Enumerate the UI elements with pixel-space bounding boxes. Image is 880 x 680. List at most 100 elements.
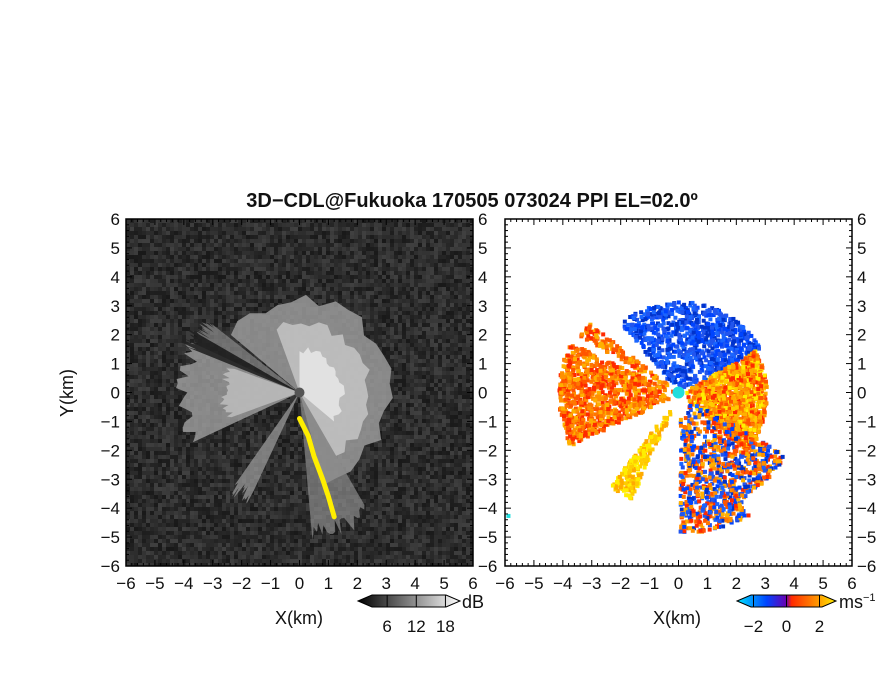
background-noise-cell — [370, 247, 374, 251]
background-noise-cell — [186, 347, 190, 351]
background-noise-cell — [366, 443, 370, 447]
background-noise-cell — [230, 303, 234, 307]
background-noise-cell — [434, 379, 438, 383]
background-noise-cell — [322, 251, 326, 255]
background-noise-cell — [146, 239, 150, 243]
background-noise-cell — [226, 447, 230, 451]
background-noise-cell — [266, 235, 270, 239]
background-noise-cell — [178, 335, 182, 339]
background-noise-cell — [414, 227, 418, 231]
background-noise-cell — [382, 327, 386, 331]
background-noise-cell — [138, 407, 142, 411]
background-noise-cell — [382, 267, 386, 271]
background-noise-cell — [450, 431, 454, 435]
background-noise-cell — [402, 251, 406, 255]
background-noise-cell — [342, 263, 346, 267]
background-noise-cell — [438, 263, 442, 267]
background-noise-cell — [470, 303, 473, 307]
background-noise-cell — [274, 371, 278, 375]
background-noise-cell — [390, 383, 394, 387]
background-noise-cell — [454, 443, 458, 447]
background-noise-cell — [130, 427, 134, 431]
background-noise-cell — [406, 371, 410, 375]
background-noise-cell — [234, 283, 238, 287]
background-noise-cell — [230, 279, 234, 283]
background-noise-cell — [374, 279, 378, 283]
background-noise-cell — [402, 423, 406, 427]
background-noise-cell — [262, 247, 266, 251]
background-noise-cell — [290, 279, 294, 283]
background-noise-cell — [450, 375, 454, 379]
background-noise-cell — [298, 259, 302, 263]
background-noise-cell — [230, 311, 234, 315]
background-noise-cell — [438, 383, 442, 387]
background-noise-cell — [386, 331, 390, 335]
background-noise-cell — [422, 339, 426, 343]
background-noise-cell — [250, 243, 254, 247]
background-noise-cell — [442, 311, 446, 315]
background-noise-cell — [286, 223, 290, 227]
background-noise-cell — [170, 423, 174, 427]
background-noise-cell — [418, 411, 422, 415]
background-noise-cell — [162, 275, 166, 279]
background-noise-cell — [362, 299, 366, 303]
background-noise-cell — [190, 339, 194, 343]
background-noise-cell — [130, 291, 134, 295]
background-noise-cell — [258, 235, 262, 239]
background-noise-cell — [282, 283, 286, 287]
background-noise-cell — [382, 303, 386, 307]
background-noise-cell — [150, 219, 154, 223]
background-noise-cell — [206, 319, 210, 323]
background-noise-cell — [246, 223, 250, 227]
background-noise-cell — [398, 443, 402, 447]
background-noise-cell — [398, 359, 402, 363]
background-noise-cell — [442, 387, 446, 391]
background-noise-cell — [402, 403, 406, 407]
background-noise-cell — [362, 231, 366, 235]
background-noise-cell — [154, 307, 158, 311]
background-noise-cell — [146, 359, 150, 363]
background-noise-cell — [194, 319, 198, 323]
background-noise-cell — [394, 303, 398, 307]
background-noise-cell — [442, 259, 446, 263]
background-noise-cell — [298, 231, 302, 235]
background-noise-cell — [290, 431, 294, 435]
background-noise-cell — [426, 379, 430, 383]
background-noise-cell — [374, 231, 378, 235]
background-noise-cell — [382, 315, 386, 319]
background-noise-cell — [450, 407, 454, 411]
background-noise-cell — [246, 251, 250, 255]
background-noise-cell — [254, 279, 258, 283]
background-noise-cell — [342, 259, 346, 263]
background-noise-cell — [402, 367, 406, 371]
background-noise-cell — [426, 291, 430, 295]
background-noise-cell — [150, 351, 154, 355]
background-noise-cell — [170, 411, 174, 415]
background-noise-cell — [138, 435, 142, 439]
background-noise-cell — [414, 223, 418, 227]
background-noise-cell — [390, 275, 394, 279]
background-noise-cell — [234, 339, 238, 343]
background-noise-cell — [286, 439, 290, 443]
background-noise-cell — [190, 279, 194, 283]
background-noise-cell — [186, 331, 190, 335]
background-noise-cell — [194, 279, 198, 283]
background-noise-cell — [166, 255, 170, 259]
background-noise-cell — [294, 295, 298, 299]
background-noise-cell — [142, 355, 146, 359]
background-noise-cell — [286, 267, 290, 271]
background-noise-cell — [234, 427, 238, 431]
background-noise-cell — [254, 415, 258, 419]
background-noise-cell — [430, 231, 434, 235]
background-noise-cell — [202, 231, 206, 235]
background-noise-cell — [382, 283, 386, 287]
background-noise-cell — [470, 271, 473, 275]
background-noise-cell — [382, 423, 386, 427]
background-noise-cell — [254, 443, 258, 447]
background-noise-cell — [418, 227, 422, 231]
background-noise-cell — [190, 327, 194, 331]
background-noise-cell — [326, 263, 330, 267]
background-noise-cell — [174, 279, 178, 283]
background-noise-cell — [398, 379, 402, 383]
background-noise-cell — [330, 299, 334, 303]
